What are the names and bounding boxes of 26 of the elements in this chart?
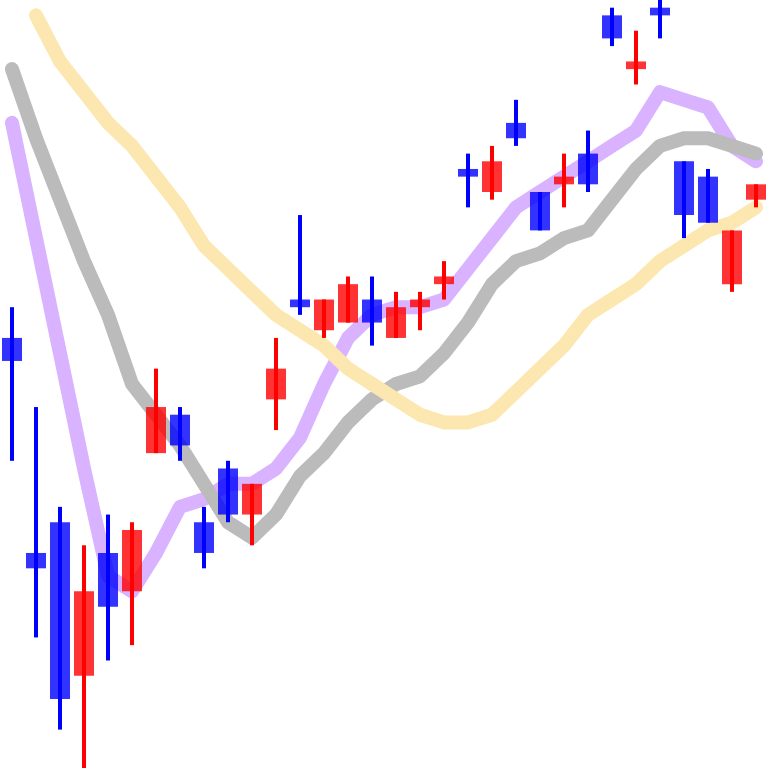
candlestick — [650, 0, 670, 41]
candlestick — [506, 97, 526, 148]
candlestick — [242, 481, 262, 548]
candlestick — [314, 297, 334, 340]
candlestick — [530, 190, 550, 233]
candlestick — [2, 305, 22, 463]
candlestick — [434, 259, 454, 302]
candlestick — [266, 335, 286, 433]
candlestick — [410, 289, 430, 333]
candlestick — [698, 166, 718, 225]
candlestick — [578, 128, 598, 194]
candlestick — [482, 143, 502, 202]
candlestick — [626, 28, 646, 87]
candlestick — [170, 405, 190, 463]
candlestick — [362, 274, 382, 348]
candlestick — [194, 504, 214, 571]
candlestick — [554, 151, 574, 210]
candlestick — [290, 213, 310, 317]
candlestick — [338, 274, 358, 325]
candlestick — [746, 182, 766, 210]
candlestick — [458, 151, 478, 210]
candlestick — [386, 289, 406, 340]
candlestick — [218, 458, 238, 525]
candlestick — [146, 366, 166, 456]
candlestick — [602, 5, 622, 49]
candlestick — [26, 405, 46, 640]
